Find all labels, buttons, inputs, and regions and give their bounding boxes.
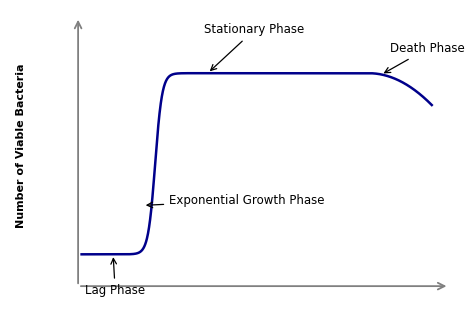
Text: Number of Viable Bacteria: Number of Viable Bacteria xyxy=(16,63,26,228)
Text: Death Phase: Death Phase xyxy=(384,42,465,73)
Text: Stationary Phase: Stationary Phase xyxy=(204,24,304,70)
Text: Exponential Growth Phase: Exponential Growth Phase xyxy=(147,194,325,208)
Text: Lag Phase: Lag Phase xyxy=(85,258,145,297)
